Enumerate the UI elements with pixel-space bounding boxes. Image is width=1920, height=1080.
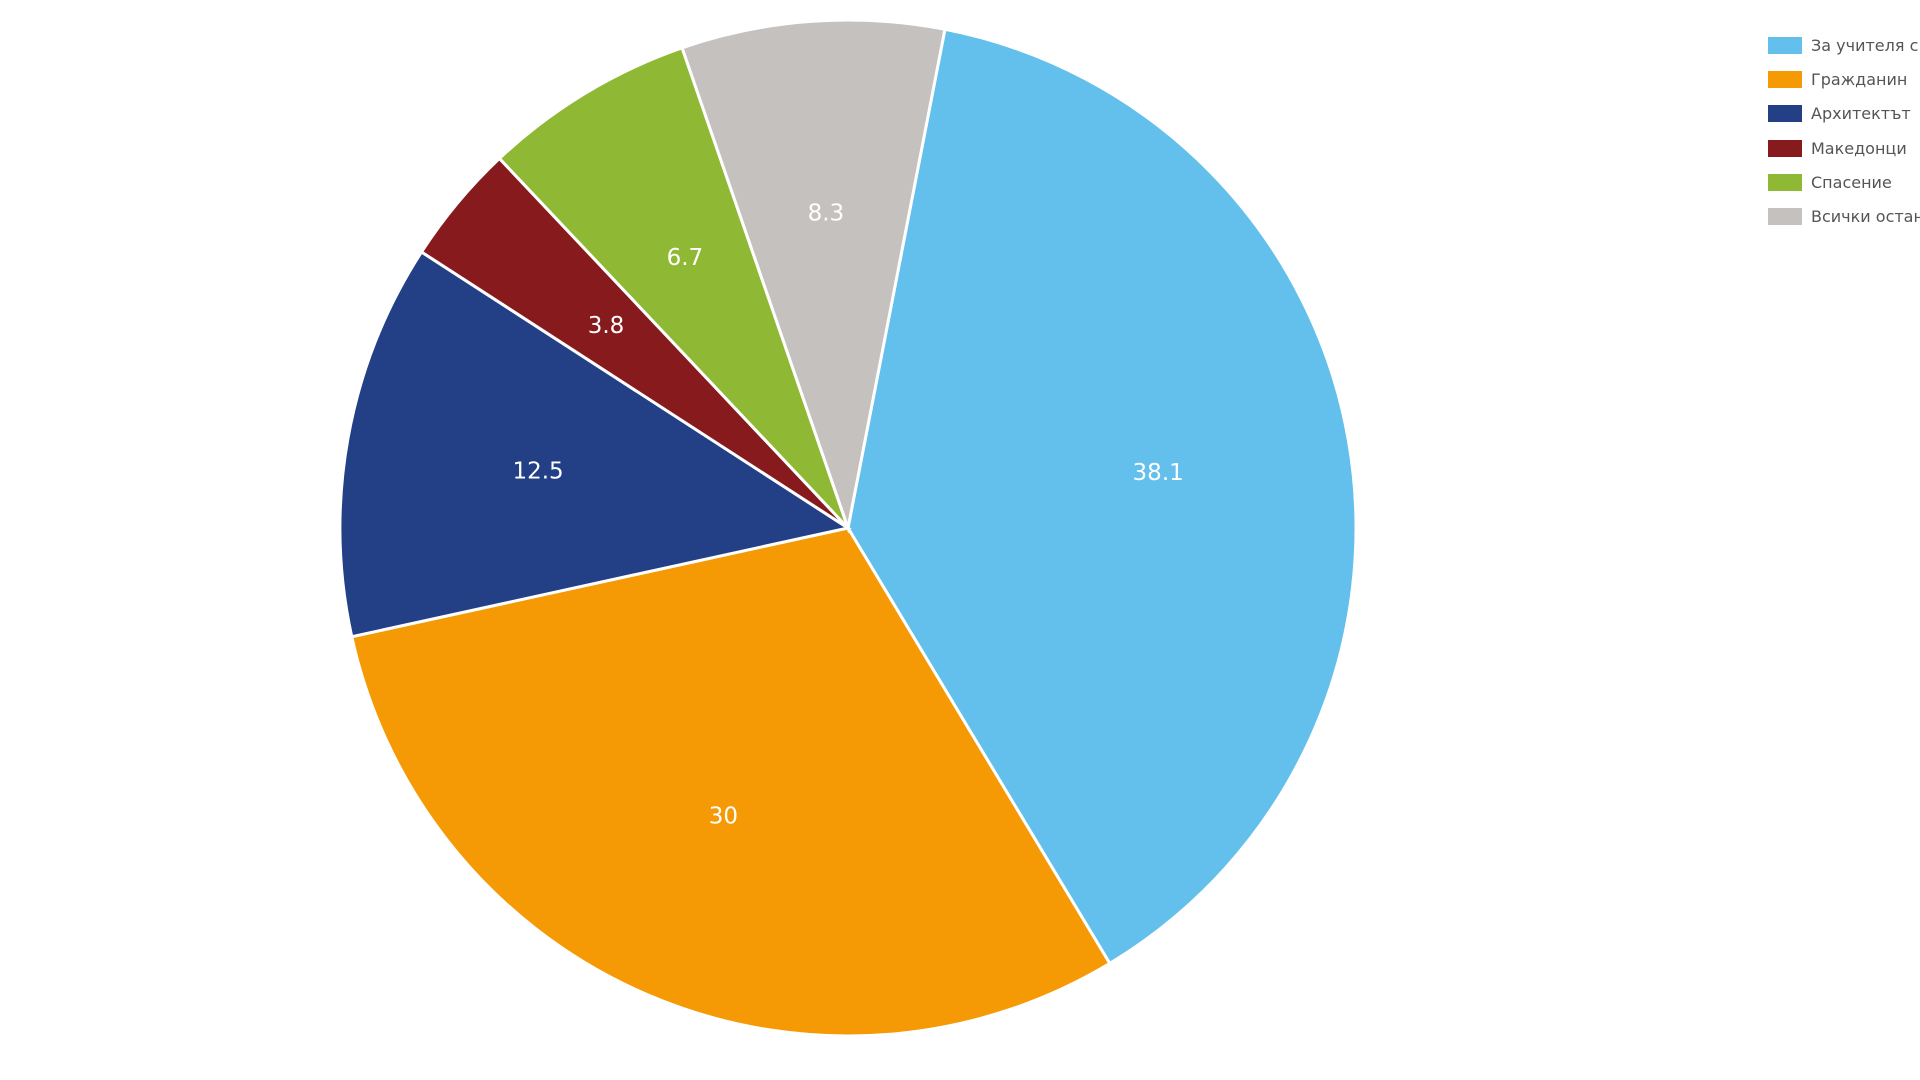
pie-slice[interactable] bbox=[497, 45, 850, 530]
legend-label: За учителя с любов bbox=[1811, 35, 1920, 55]
pie-slice[interactable] bbox=[349, 526, 1112, 1038]
legend-label: Спасение bbox=[1811, 172, 1892, 192]
legend-item[interactable]: Гражданин bbox=[1768, 62, 1920, 96]
slice-value-label: 8.3 bbox=[808, 200, 845, 226]
legend-swatch bbox=[1768, 70, 1802, 88]
legend-swatch bbox=[1768, 173, 1802, 191]
legend-swatch bbox=[1768, 139, 1802, 157]
legend-item[interactable]: Спасение bbox=[1768, 165, 1920, 199]
legend-item[interactable]: Всички останали bbox=[1768, 199, 1920, 233]
legend-label: Архитектът bbox=[1811, 104, 1911, 124]
legend-item[interactable]: Архитектът bbox=[1768, 97, 1920, 131]
slices-group bbox=[338, 18, 1358, 1038]
slice-value-label: 6.7 bbox=[667, 245, 704, 271]
legend: За учителя с любов Гражданин Архитектът … bbox=[1768, 28, 1920, 234]
slice-value-label: 12.5 bbox=[512, 458, 563, 484]
pie-slice[interactable] bbox=[338, 249, 852, 639]
legend-label: Македонци bbox=[1811, 138, 1907, 158]
legend-swatch bbox=[1768, 105, 1802, 123]
pie-slice[interactable] bbox=[846, 27, 1358, 966]
pie-slice[interactable] bbox=[680, 18, 947, 534]
labels-group: 38.1 30 12.5 3.8 6.7 8.3 bbox=[512, 200, 1183, 829]
slice-value-label: 3.8 bbox=[588, 313, 625, 339]
legend-swatch bbox=[1768, 36, 1802, 54]
slice-value-label: 38.1 bbox=[1133, 460, 1184, 486]
legend-label: Всички останали bbox=[1811, 207, 1920, 227]
legend-swatch bbox=[1768, 208, 1802, 226]
legend-item[interactable]: Македонци bbox=[1768, 131, 1920, 165]
legend-item[interactable]: За учителя с любов bbox=[1768, 28, 1920, 62]
slice-value-label: 30 bbox=[709, 804, 738, 830]
legend-label: Гражданин bbox=[1811, 69, 1908, 89]
